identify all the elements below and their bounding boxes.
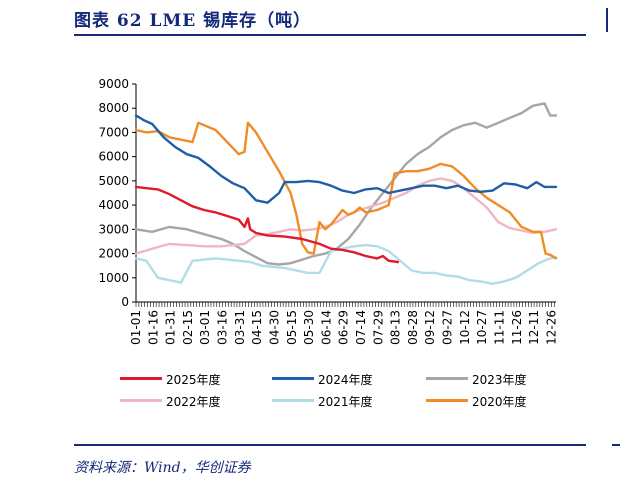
series-line-2022 bbox=[134, 177, 558, 255]
legend-label-2020: 2020年度 bbox=[472, 395, 527, 409]
x-tick-label: 05-15 bbox=[285, 310, 299, 345]
x-tick-label: 10-27 bbox=[475, 310, 489, 345]
y-tick-label: 8000 bbox=[98, 101, 129, 115]
series-line-2025 bbox=[134, 185, 400, 264]
series-line-2023 bbox=[134, 102, 558, 266]
y-tick-label: 0 bbox=[121, 295, 129, 309]
x-tick-label: 03-01 bbox=[198, 310, 212, 345]
x-tick-label: 06-14 bbox=[319, 310, 333, 345]
y-tick-label: 6000 bbox=[98, 150, 129, 164]
x-tick-label: 08-28 bbox=[406, 310, 420, 345]
legend-swatch-2020 bbox=[426, 399, 468, 402]
x-tick-label: 12-11 bbox=[527, 310, 541, 345]
x-tick-label: 08-13 bbox=[389, 310, 403, 345]
x-tick-label: 07-29 bbox=[371, 310, 385, 345]
legend-label-2024: 2024年度 bbox=[318, 373, 373, 387]
legend-swatch-2021 bbox=[272, 399, 314, 402]
y-tick-label: 7000 bbox=[98, 125, 129, 139]
x-tick-label: 02-15 bbox=[181, 310, 195, 345]
x-tick-label: 01-31 bbox=[164, 310, 178, 345]
source-note: 资料来源：Wind，华创证券 bbox=[74, 460, 251, 476]
legend-label-2025: 2025年度 bbox=[166, 373, 221, 387]
x-tick-label: 04-30 bbox=[267, 310, 281, 345]
y-tick-label: 4000 bbox=[98, 198, 129, 212]
x-tick-label: 12-26 bbox=[544, 310, 558, 345]
footer-rule bbox=[74, 444, 586, 446]
y-tick-label: 2000 bbox=[98, 247, 129, 261]
series-line-2021 bbox=[134, 243, 558, 285]
x-tick-label: 03-31 bbox=[233, 310, 247, 345]
next-figure-edge bbox=[606, 8, 618, 32]
series-line-2020 bbox=[134, 121, 558, 260]
legend-swatch-2023 bbox=[426, 377, 468, 380]
y-tick-label: 1000 bbox=[98, 271, 129, 285]
x-tick-label: 04-15 bbox=[250, 310, 264, 345]
x-tick-label: 11-11 bbox=[492, 310, 506, 345]
x-tick-label: 03-16 bbox=[216, 310, 230, 345]
x-tick-label: 09-12 bbox=[423, 310, 437, 345]
legend-label-2023: 2023年度 bbox=[472, 373, 527, 387]
x-tick-label: 07-14 bbox=[354, 310, 368, 345]
x-tick-label: 01-16 bbox=[146, 310, 160, 345]
y-tick-label: 3000 bbox=[98, 222, 129, 236]
series-line-2024 bbox=[134, 114, 558, 204]
legend-swatch-2022 bbox=[120, 399, 162, 402]
x-tick-label: 01-01 bbox=[129, 310, 143, 345]
legend-swatch-2024 bbox=[272, 377, 314, 380]
x-tick-label: 09-27 bbox=[441, 310, 455, 345]
y-tick-label: 5000 bbox=[98, 174, 129, 188]
x-tick-label: 06-29 bbox=[337, 310, 351, 345]
title-underline bbox=[74, 34, 586, 36]
x-tick-label: 10-12 bbox=[458, 310, 472, 345]
legend-label-2021: 2021年度 bbox=[318, 395, 373, 409]
x-tick-label: 11-26 bbox=[510, 310, 524, 345]
figure-title: 图表 62 LME 锡库存（吨） bbox=[74, 11, 312, 31]
legend-swatch-2025 bbox=[120, 377, 162, 380]
next-figure-edge-tick bbox=[612, 444, 620, 446]
x-tick-label: 05-30 bbox=[302, 310, 316, 345]
y-tick-label: 9000 bbox=[98, 77, 129, 91]
legend-label-2022: 2022年度 bbox=[166, 395, 221, 409]
